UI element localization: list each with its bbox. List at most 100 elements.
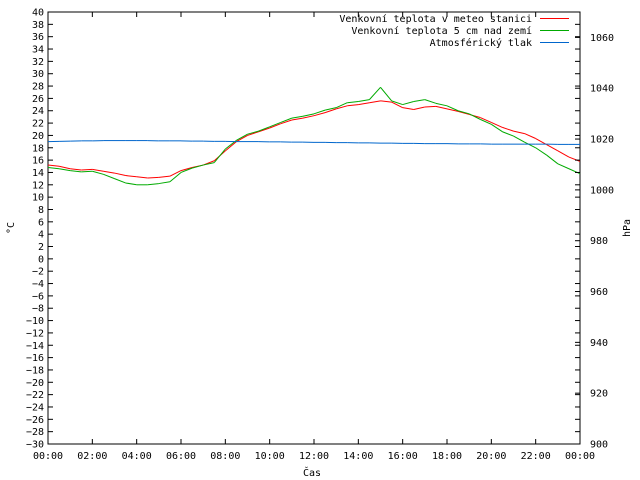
y-tick-label: 4: [38, 230, 44, 241]
x-tick-label: 16:00: [388, 451, 418, 462]
y-tick-label: 32: [32, 57, 44, 68]
series-segment: [391, 100, 403, 106]
x-tick-label: 04:00: [122, 451, 152, 462]
series-segment: [446, 108, 459, 112]
series-segment: [502, 131, 514, 137]
x-tick-label: 00:00: [33, 451, 63, 462]
series-segment: [103, 170, 115, 174]
series-segment: [347, 104, 359, 107]
y-tick-label: 34: [32, 45, 44, 56]
series-segment: [59, 168, 71, 172]
series-segment: [280, 117, 293, 123]
y-tick-label: −30: [26, 440, 44, 451]
y-tick-label: 10: [32, 193, 44, 204]
y-tick-label: 12: [32, 180, 44, 191]
y2-tick-label: 1020: [590, 135, 614, 146]
series-segment: [524, 133, 536, 139]
series-segment: [446, 105, 459, 112]
y2-tick-label: 980: [590, 236, 608, 247]
series-segment: [247, 131, 259, 136]
series-segment: [524, 141, 536, 149]
x-tick-label: 20:00: [476, 451, 506, 462]
series-3: [47, 140, 580, 145]
y-tick-label: −18: [26, 365, 44, 376]
y-tick-label: 2: [38, 242, 44, 253]
series-segment: [136, 176, 148, 179]
series-segment: [313, 112, 326, 117]
series-segment: [58, 165, 71, 170]
series-segment: [513, 135, 525, 143]
series-segment: [291, 115, 303, 119]
series-segment: [480, 118, 492, 125]
y-tick-label: −8: [32, 304, 44, 315]
series-segment: [180, 167, 193, 173]
series-segment: [435, 105, 448, 110]
series-segment: [535, 147, 548, 156]
y-axis-title-left: °C: [6, 222, 17, 234]
series-segment: [457, 110, 470, 115]
series-segment: [557, 163, 570, 170]
y-tick-label: −2: [32, 267, 44, 278]
series-segment: [125, 175, 137, 178]
y-tick-label: 20: [32, 131, 44, 142]
y2-tick-label: 1060: [590, 33, 614, 44]
y-tick-label: 24: [32, 106, 44, 117]
y2-tick-label: 940: [590, 338, 608, 349]
y-tick-label: 30: [32, 69, 44, 80]
series-segment: [92, 168, 104, 172]
legend-label: Atmosférický tlak: [430, 37, 532, 49]
series-segment: [402, 107, 414, 111]
y2-tick-label: 1040: [590, 84, 614, 95]
series-segment: [336, 105, 348, 110]
x-tick-label: 06:00: [166, 451, 196, 462]
series-segment: [47, 167, 60, 170]
series-segment: [335, 102, 348, 109]
series-segment: [180, 167, 193, 172]
x-tick-label: 12:00: [299, 451, 329, 462]
series-2: [47, 86, 581, 186]
series-segment: [358, 99, 370, 102]
y-tick-label: −6: [32, 291, 44, 302]
series-segment: [424, 99, 437, 104]
series-segment: [203, 162, 215, 166]
series-segment: [47, 164, 60, 167]
x-tick-label: 08:00: [210, 451, 240, 462]
series-segment: [269, 122, 281, 128]
series-segment: [546, 144, 559, 152]
y-tick-label: −10: [26, 316, 44, 327]
series-segment: [70, 168, 82, 171]
x-axis-title: Čas: [303, 466, 321, 479]
y-tick-label: 8: [38, 205, 44, 216]
y-tick-label: −14: [26, 341, 44, 352]
y-tick-label: −4: [32, 279, 44, 290]
y-tick-label: 6: [38, 217, 44, 228]
series-segment: [413, 106, 425, 110]
x-tick-label: 02:00: [77, 451, 107, 462]
series-segment: [502, 126, 514, 132]
series-segment: [158, 181, 170, 185]
series-1: [47, 100, 581, 179]
series-segment: [380, 86, 392, 102]
y-tick-label: −22: [26, 390, 44, 401]
series-segment: [213, 148, 226, 163]
y-tick-label: 14: [32, 168, 44, 179]
series-segment: [457, 110, 470, 115]
y-tick-label: −20: [26, 378, 44, 389]
x-tick-label: 14:00: [343, 451, 373, 462]
y-tick-label: 22: [32, 119, 44, 130]
series-segment: [191, 164, 204, 169]
series-segment: [480, 117, 492, 123]
series-segment: [468, 113, 481, 120]
x-tick-label: 00:00: [565, 451, 595, 462]
y-tick-label: −26: [26, 415, 44, 426]
y-tick-label: 40: [32, 8, 44, 19]
series-segment: [513, 130, 525, 135]
series-segment: [291, 117, 303, 121]
x-tick-label: 22:00: [521, 451, 551, 462]
series-segment: [557, 150, 570, 158]
series-segment: [81, 170, 93, 173]
series-segment: [347, 100, 359, 104]
plot-frame: [47, 11, 581, 445]
series-segment: [169, 172, 182, 183]
